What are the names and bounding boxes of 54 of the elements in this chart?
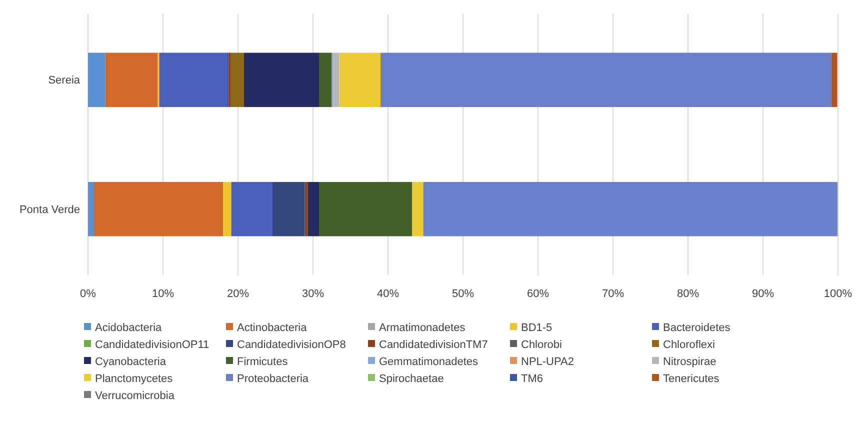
bar [319,52,332,108]
legend-label: Armatimonadetes [379,322,466,334]
x-tick-label: 40% [376,288,400,300]
x-tick-label: 60% [526,288,550,300]
bar [94,182,223,236]
x-tick-label: 70% [602,288,624,300]
legend-label: TM6 [521,372,543,385]
legend-label: CandidatedivisionOP8 [237,338,346,351]
bar [304,182,308,236]
y-tick-label: Ponta Verde [19,204,80,216]
legend-label: Chlorobi [521,338,562,351]
bar [230,52,244,108]
legend-label: NPL-UPA2 [521,356,574,368]
bar [159,52,228,108]
legend-label: Actinobacteria [237,322,308,334]
x-tick-label: 30% [302,288,324,300]
x-tick-label: 20% [226,288,250,300]
bar [105,52,158,108]
bar [88,182,94,236]
legend-label: BD1-5 [521,322,552,334]
bar [244,52,319,108]
legend-label: Firmicutes [237,356,288,368]
legend-label: CandidatedivisionTM7 [379,338,488,351]
bar [380,52,832,108]
x-tick-label: 50% [452,288,474,300]
legend-label: Spirochaetae [379,372,444,385]
legend-label: Nitrospirae [663,356,716,368]
x-tick-label: 10% [152,288,174,300]
bar [223,182,232,236]
legend-label: Chloroflexi [663,338,715,351]
x-tick-label: 0% [80,288,96,300]
legend-label: CandidatedivisionOP11 [95,338,210,351]
bar [339,52,380,108]
legend-label: Verrucomicrobia [95,390,176,402]
bar [272,182,305,236]
legend-label: Bacteroidetes [663,322,731,334]
bar [333,52,340,108]
x-tick-label: 90% [752,288,774,300]
x-tick-label: 80% [676,288,700,300]
legend-label: Tenericutes [663,372,720,385]
legend-label: Cyanobacteria [95,356,167,368]
legend-label: Gemmatimonadetes [379,356,479,368]
bar [231,182,272,236]
bar [308,182,319,236]
bar [319,182,412,236]
y-tick-label: Sereia [48,74,81,87]
legend-label: Acidobacteria [95,322,163,334]
bar [831,52,838,108]
bar [423,182,838,236]
bar [412,182,424,236]
legend-label: Proteobacteria [237,372,310,385]
x-tick-label: 100% [824,288,852,300]
bar [88,52,106,108]
legend-label: Planctomycetes [95,372,174,385]
